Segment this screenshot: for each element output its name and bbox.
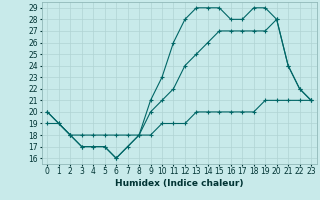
X-axis label: Humidex (Indice chaleur): Humidex (Indice chaleur) [115, 179, 244, 188]
